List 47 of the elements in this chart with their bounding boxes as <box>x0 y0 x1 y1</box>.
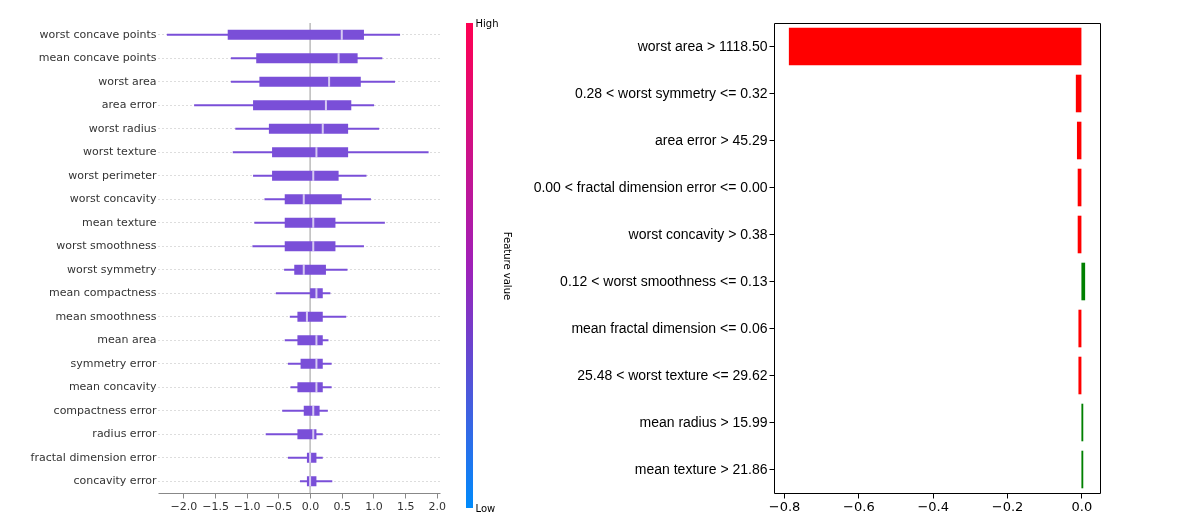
y-tick-label: mean fractal dimension <= 0.06 <box>571 319 768 336</box>
y-tick-label: 0.12 < worst smoothness <= 0.13 <box>560 272 768 289</box>
x-tick-label: 1.0 <box>365 499 383 513</box>
y-tick-label: symmetry error <box>70 356 157 370</box>
y-tick-label: fractal dimension error <box>30 450 157 464</box>
color-bar-label: Low <box>475 502 496 514</box>
x-tick-label: −1.5 <box>202 499 229 513</box>
y-tick-label: mean area <box>97 333 157 347</box>
x-tick-label: 0.0 <box>301 499 320 513</box>
y-tick-label: worst symmetry <box>66 262 157 276</box>
y-tick-label: concavity error <box>73 474 157 488</box>
y-tick-label: worst texture <box>82 145 157 159</box>
y-tick-label: 0.00 < fractal dimension error <= 0.00 <box>533 178 768 195</box>
y-tick-label: worst area > 1118.50 <box>636 37 768 54</box>
x-tick-label: −0.6 <box>843 498 875 514</box>
x-tick-label: 1.5 <box>396 499 415 513</box>
x-tick-label: −0.4 <box>917 498 950 514</box>
y-tick-label: worst concave points <box>39 27 157 41</box>
y-tick-label: worst smoothness <box>56 239 157 253</box>
y-tick-label: radius error <box>92 427 157 441</box>
y-tick-label: mean concavity <box>68 380 157 394</box>
y-tick-label: 0.28 < worst symmetry <= 0.32 <box>574 84 768 101</box>
x-tick-label: −0.2 <box>991 498 1024 514</box>
y-tick-label: mean compactness <box>49 286 157 300</box>
y-tick-label: area error <box>101 98 157 112</box>
y-tick-label: mean concave points <box>38 51 157 65</box>
x-tick-label: −1.0 <box>233 499 261 513</box>
color-bar-title: Feature value <box>502 231 514 301</box>
x-tick-label: −0.5 <box>265 499 293 513</box>
x-tick-label: 0.0 <box>1071 498 1093 514</box>
y-tick-label: worst area <box>98 74 157 88</box>
y-tick-label: worst concavity <box>69 192 157 206</box>
y-tick-label: worst radius <box>88 121 157 135</box>
x-tick-label: 2.0 <box>428 499 447 513</box>
y-tick-label: compactness error <box>53 403 157 417</box>
y-tick-label: mean smoothness <box>55 309 157 323</box>
x-tick-label: 0.5 <box>333 499 352 513</box>
y-tick-label: worst perimeter <box>68 168 157 182</box>
y-tick-label: worst concavity > 0.38 <box>627 225 768 242</box>
y-tick-label: mean texture > 21.86 <box>634 460 768 477</box>
x-tick-label: −0.8 <box>768 498 801 514</box>
y-tick-label: mean radius > 15.99 <box>639 413 768 430</box>
y-tick-label: mean texture <box>82 215 157 229</box>
y-tick-label: area error > 45.29 <box>655 131 768 148</box>
color-bar-label: High <box>475 17 499 29</box>
y-tick-label: 25.48 < worst texture <= 29.62 <box>577 366 768 383</box>
x-tick-label: −2.0 <box>170 499 198 513</box>
